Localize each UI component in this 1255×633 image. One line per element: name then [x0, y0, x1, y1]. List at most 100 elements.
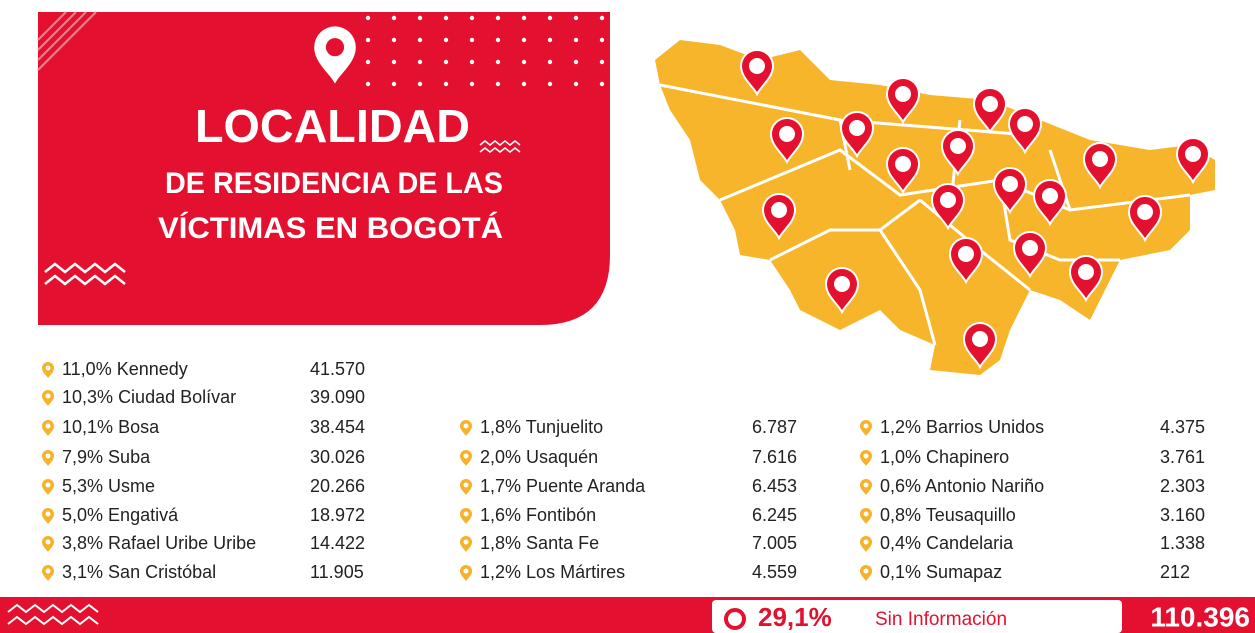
locality-name: Suba [108, 447, 151, 467]
locality-name: Usme [108, 476, 155, 496]
percent: 2,0% [480, 447, 521, 467]
locality-label: 10,3% Ciudad Bolívar [62, 387, 236, 407]
victim-count: 20.266 [310, 476, 365, 496]
dot [547, 15, 553, 21]
locality-name: Tunjuelito [526, 417, 603, 437]
locality-label: 0,8% Teusaquillo [880, 505, 1016, 525]
dot [599, 15, 605, 21]
dot [391, 15, 397, 21]
locality-label: 1,2% Los Mártires [480, 562, 625, 582]
dot [599, 37, 605, 43]
list-row: 1,8% Tunjuelito 6.787 [460, 417, 797, 437]
victim-count: 38.454 [310, 417, 365, 437]
pin-icon [860, 565, 872, 581]
list-row: 1,0% Chapinero 3.761 [860, 447, 1205, 467]
dot [547, 37, 553, 43]
dot [573, 15, 579, 21]
locality-label: 1,6% Fontibón [480, 505, 596, 525]
dot [417, 37, 423, 43]
locality-label: 3,1% San Cristóbal [62, 562, 216, 582]
dot [495, 37, 501, 43]
stripes [37, 11, 97, 71]
list-row: 1,8% Santa Fe 7.005 [460, 533, 797, 553]
locality-name: Usaquén [526, 447, 598, 467]
dot-grid [365, 15, 605, 87]
locality-name: Sumapaz [926, 562, 1002, 582]
dot [521, 59, 527, 65]
locality-name: Engativá [108, 505, 179, 525]
list-row: 0,4% Candelaria 1.338 [860, 533, 1205, 553]
victim-count: 212 [1160, 562, 1190, 582]
dot [417, 15, 423, 21]
dot [443, 59, 449, 65]
dot [599, 59, 605, 65]
dot [417, 81, 423, 87]
subtitle: VÍCTIMAS EN BOGOTÁ [158, 211, 503, 245]
percent: 1,8% [480, 417, 521, 437]
percent: 1,2% [880, 417, 921, 437]
dot [469, 15, 475, 21]
dot [365, 59, 371, 65]
subtitle: DE RESIDENCIA DE LAS [165, 167, 503, 200]
locality-name: Barrios Unidos [926, 417, 1044, 437]
header-panel [38, 12, 610, 325]
locality-label: 0,6% Antonio Nariño [880, 476, 1044, 496]
list-row: 10,1% Bosa 38.454 [42, 417, 365, 437]
pin-icon [460, 450, 472, 466]
victim-count: 4.375 [1160, 417, 1205, 437]
victim-count: 3.761 [1160, 447, 1205, 467]
percent: 10,1% [62, 417, 113, 437]
pin-icon [42, 362, 54, 378]
victim-count: 41.570 [310, 359, 365, 379]
dot [495, 81, 501, 87]
dot [495, 59, 501, 65]
dot [391, 37, 397, 43]
pin-icon [460, 479, 472, 495]
percent: 1,8% [480, 533, 521, 553]
pin-icon [42, 390, 54, 406]
pin-icon [860, 479, 872, 495]
pin-icon [42, 508, 54, 524]
pin-icon [42, 479, 54, 495]
list-row: 2,0% Usaquén 7.616 [460, 447, 797, 467]
dot [365, 37, 371, 43]
percent: 11,0% [62, 359, 112, 379]
victim-count: 11.905 [310, 562, 364, 582]
zigzag [7, 603, 99, 626]
percent: 3,1% [62, 562, 103, 582]
list-row: 0,1% Sumapaz 212 [860, 562, 1190, 582]
percent: 5,0% [62, 505, 103, 525]
locality-name: Santa Fe [526, 533, 599, 553]
locality-label: 0,4% Candelaria [880, 533, 1014, 553]
victim-count: 14.422 [310, 533, 365, 553]
list-row: 1,7% Puente Aranda 6.453 [460, 476, 797, 496]
percent: 10,3% [62, 387, 113, 407]
footer-value: 110.396 [1150, 601, 1250, 632]
list-row: 0,6% Antonio Nariño 2.303 [860, 476, 1205, 496]
list-row: 3,1% San Cristóbal 11.905 [42, 562, 364, 582]
locality-name: Fontibón [526, 505, 596, 525]
locality-name: Bosa [118, 417, 160, 437]
title-pin [314, 26, 356, 84]
pin-icon [460, 508, 472, 524]
dot [365, 15, 371, 21]
pin-icon [460, 565, 472, 581]
percent: 7,9% [62, 447, 103, 467]
pin-icon [42, 565, 54, 581]
list-row: 7,9% Suba 30.026 [42, 447, 365, 467]
footer-label-box [712, 600, 1122, 633]
locality-name: Ciudad Bolívar [118, 387, 236, 407]
list-row: 1,6% Fontibón 6.245 [460, 505, 797, 525]
victim-count: 1.338 [1160, 533, 1205, 553]
victim-count: 30.026 [310, 447, 365, 467]
victim-count: 3.160 [1160, 505, 1205, 525]
dot [573, 59, 579, 65]
zigzag [44, 262, 126, 286]
pin-icon [460, 536, 472, 552]
locality-list: 11,0% Kennedy 41.570 10,3% Ciudad Bolívar 3… [42, 359, 1205, 582]
dot [573, 37, 579, 43]
pin-icon [860, 536, 872, 552]
dot [547, 81, 553, 87]
locality-name: San Cristóbal [108, 562, 216, 582]
locality-name: Chapinero [926, 447, 1009, 467]
